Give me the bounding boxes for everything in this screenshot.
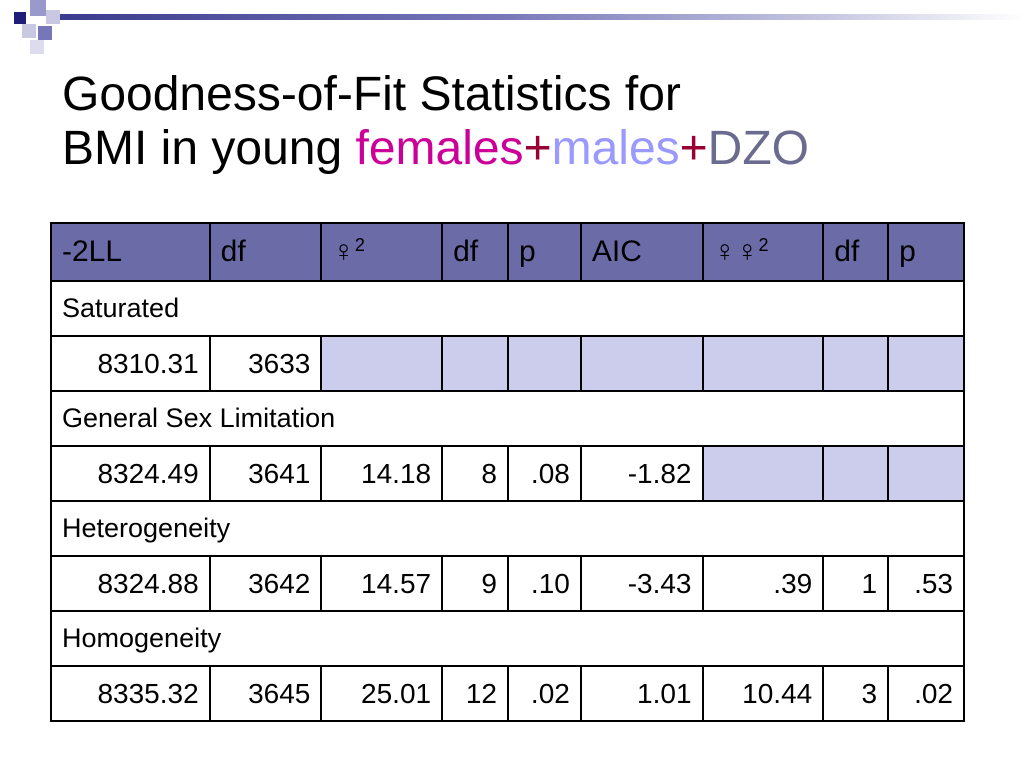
empty-cell [320, 335, 444, 392]
decor-square [30, 40, 44, 54]
title-males: males [551, 122, 680, 175]
decor-square [14, 12, 26, 24]
section-label: Saturated [50, 280, 965, 337]
table-cell: 12 [441, 665, 509, 722]
table-cell: 8324.49 [50, 445, 211, 502]
table-cell: -3.43 [579, 555, 704, 612]
superscript: 2 [758, 235, 769, 255]
table-row: 8324.88 3642 14.57 9.10 -3.43.39 1.53 [50, 555, 965, 612]
section-row: General Sex Limitation [50, 390, 965, 447]
section-row: Heterogeneity [50, 500, 965, 557]
header-cell: -2LL [50, 222, 211, 282]
table-cell: -1.82 [579, 445, 704, 502]
table-cell: 3641 [208, 445, 323, 502]
header-cell: p [887, 222, 965, 282]
table-cell: 8324.88 [50, 555, 211, 612]
header-row: -2LL df ♀2 df p AIC ♀♀2 df p [50, 222, 965, 282]
decor-square [38, 26, 52, 40]
table-cell: 8335.32 [50, 665, 211, 722]
section-row: Saturated [50, 280, 965, 337]
slide-title: Goodness-of-Fit Statistics for BMI in yo… [62, 68, 809, 176]
empty-cell [887, 445, 965, 502]
table-body: Saturated 8310.31 3633 General Sex Limitati… [50, 280, 965, 722]
superscript: 2 [354, 235, 365, 255]
section-label: Heterogeneity [50, 500, 965, 557]
table-row: 8335.32 3645 25.01 12.02 1.01 10.44 3.02 [50, 665, 965, 722]
table-cell: 1 [822, 555, 890, 612]
table-cell: .53 [887, 555, 965, 612]
empty-cell [887, 335, 965, 392]
table-cell: 3645 [208, 665, 323, 722]
header-cell: p [506, 222, 582, 282]
table-row: 8324.49 3641 14.18 8.08 -1.82 [50, 445, 965, 502]
table-cell: .02 [887, 665, 965, 722]
fit-statistics-table: -2LL df ♀2 df p AIC ♀♀2 df p Saturated 83… [50, 222, 965, 722]
header-cell-delta-chi2: ♀♀2 [701, 222, 825, 282]
section-label: General Sex Limitation [50, 390, 965, 447]
title-line1: Goodness-of-Fit Statistics for [62, 68, 681, 121]
empty-cell [701, 335, 825, 392]
header-cell: df [822, 222, 890, 282]
header-cell: AIC [579, 222, 704, 282]
table-cell: 3642 [208, 555, 323, 612]
table-cell: 8310.31 [50, 335, 211, 392]
title-line2-prefix: BMI in young [62, 122, 356, 175]
title-plus: + [679, 122, 708, 175]
empty-cell [822, 335, 890, 392]
table-cell: 10.44 [701, 665, 825, 722]
decor-square [22, 24, 36, 38]
table-cell: 14.57 [320, 555, 444, 612]
title-dzo: DZO [707, 122, 809, 175]
decor-square [46, 10, 60, 24]
table-cell: 1.01 [579, 665, 704, 722]
table-cell: 3633 [208, 335, 323, 392]
table-cell: 9 [441, 555, 509, 612]
delta-chi2-symbol: ♀♀ [713, 235, 759, 268]
header-cell: df [441, 222, 509, 282]
title-plus: + [523, 122, 552, 175]
section-row: Homogeneity [50, 610, 965, 667]
empty-cell [579, 335, 704, 392]
header-gradient-bar [60, 14, 1024, 20]
table-cell: .39 [701, 555, 825, 612]
header-cell-chi2: ♀2 [320, 222, 444, 282]
chi2-symbol: ♀ [332, 235, 355, 268]
table-cell: 14.18 [320, 445, 444, 502]
table-row: 8310.31 3633 [50, 335, 965, 392]
empty-cell [701, 445, 825, 502]
empty-cell [506, 335, 582, 392]
empty-cell [441, 335, 509, 392]
table-cell: .08 [506, 445, 582, 502]
decor-square [30, 0, 46, 16]
empty-cell [822, 445, 890, 502]
table-cell: 3 [822, 665, 890, 722]
table-cell: .10 [506, 555, 582, 612]
corner-decoration [0, 0, 1024, 60]
table-cell: 8 [441, 445, 509, 502]
table-cell: 25.01 [320, 665, 444, 722]
table-cell: .02 [506, 665, 582, 722]
header-cell: df [208, 222, 323, 282]
title-females: females [355, 122, 524, 175]
section-label: Homogeneity [50, 610, 965, 667]
